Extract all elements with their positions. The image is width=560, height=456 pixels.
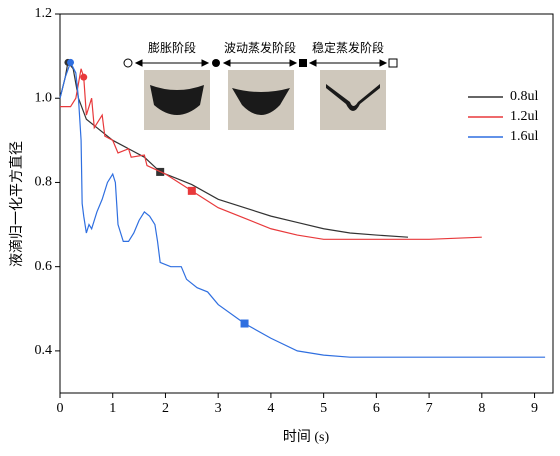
droplet <box>232 88 290 115</box>
x-tick-label: 7 <box>426 401 433 416</box>
x-tick-label: 8 <box>478 401 485 416</box>
peak-marker <box>80 73 88 81</box>
x-tick-label: 1 <box>109 401 116 416</box>
phase-marker <box>388 58 398 68</box>
legend-label: 0.8ul <box>510 89 539 104</box>
x-tick-label: 6 <box>373 401 380 416</box>
x-tick-label: 4 <box>267 401 274 416</box>
series-line <box>60 68 482 240</box>
x-axis-label: 时间 (s) <box>283 429 330 445</box>
legend-label: 1.2ul <box>510 109 539 124</box>
y-tick-label: 0.8 <box>35 175 53 190</box>
photo <box>320 70 386 130</box>
x-tick-label: 5 <box>320 401 327 416</box>
annotation: 波动蒸发阶段 <box>224 40 296 55</box>
y-tick-label: 0.4 <box>35 343 53 358</box>
x-tick-label: 2 <box>162 401 169 416</box>
phase-arrows <box>134 59 388 67</box>
transition-marker <box>240 319 249 328</box>
phase-marker <box>212 59 220 67</box>
phase-marker <box>123 58 133 68</box>
peak-marker <box>67 58 75 66</box>
phase-marker <box>299 59 307 67</box>
y-tick-label: 0.6 <box>35 259 53 274</box>
x-tick-label: 0 <box>57 401 64 416</box>
y-tick-label: 1.0 <box>35 90 53 105</box>
x-tick-label: 3 <box>215 401 222 416</box>
annotation: 膨胀阶段 <box>148 40 196 55</box>
legend-label: 1.6ul <box>510 129 539 144</box>
x-tick-label: 9 <box>531 401 538 416</box>
y-axis-label: 液滴归一化平方直径 <box>8 141 25 267</box>
series-line <box>59 60 546 358</box>
annotation: 稳定蒸发阶段 <box>312 40 384 55</box>
droplet <box>150 85 204 115</box>
transition-marker <box>187 186 196 195</box>
plot-frame <box>59 13 554 394</box>
y-tick-label: 1.2 <box>35 6 53 21</box>
